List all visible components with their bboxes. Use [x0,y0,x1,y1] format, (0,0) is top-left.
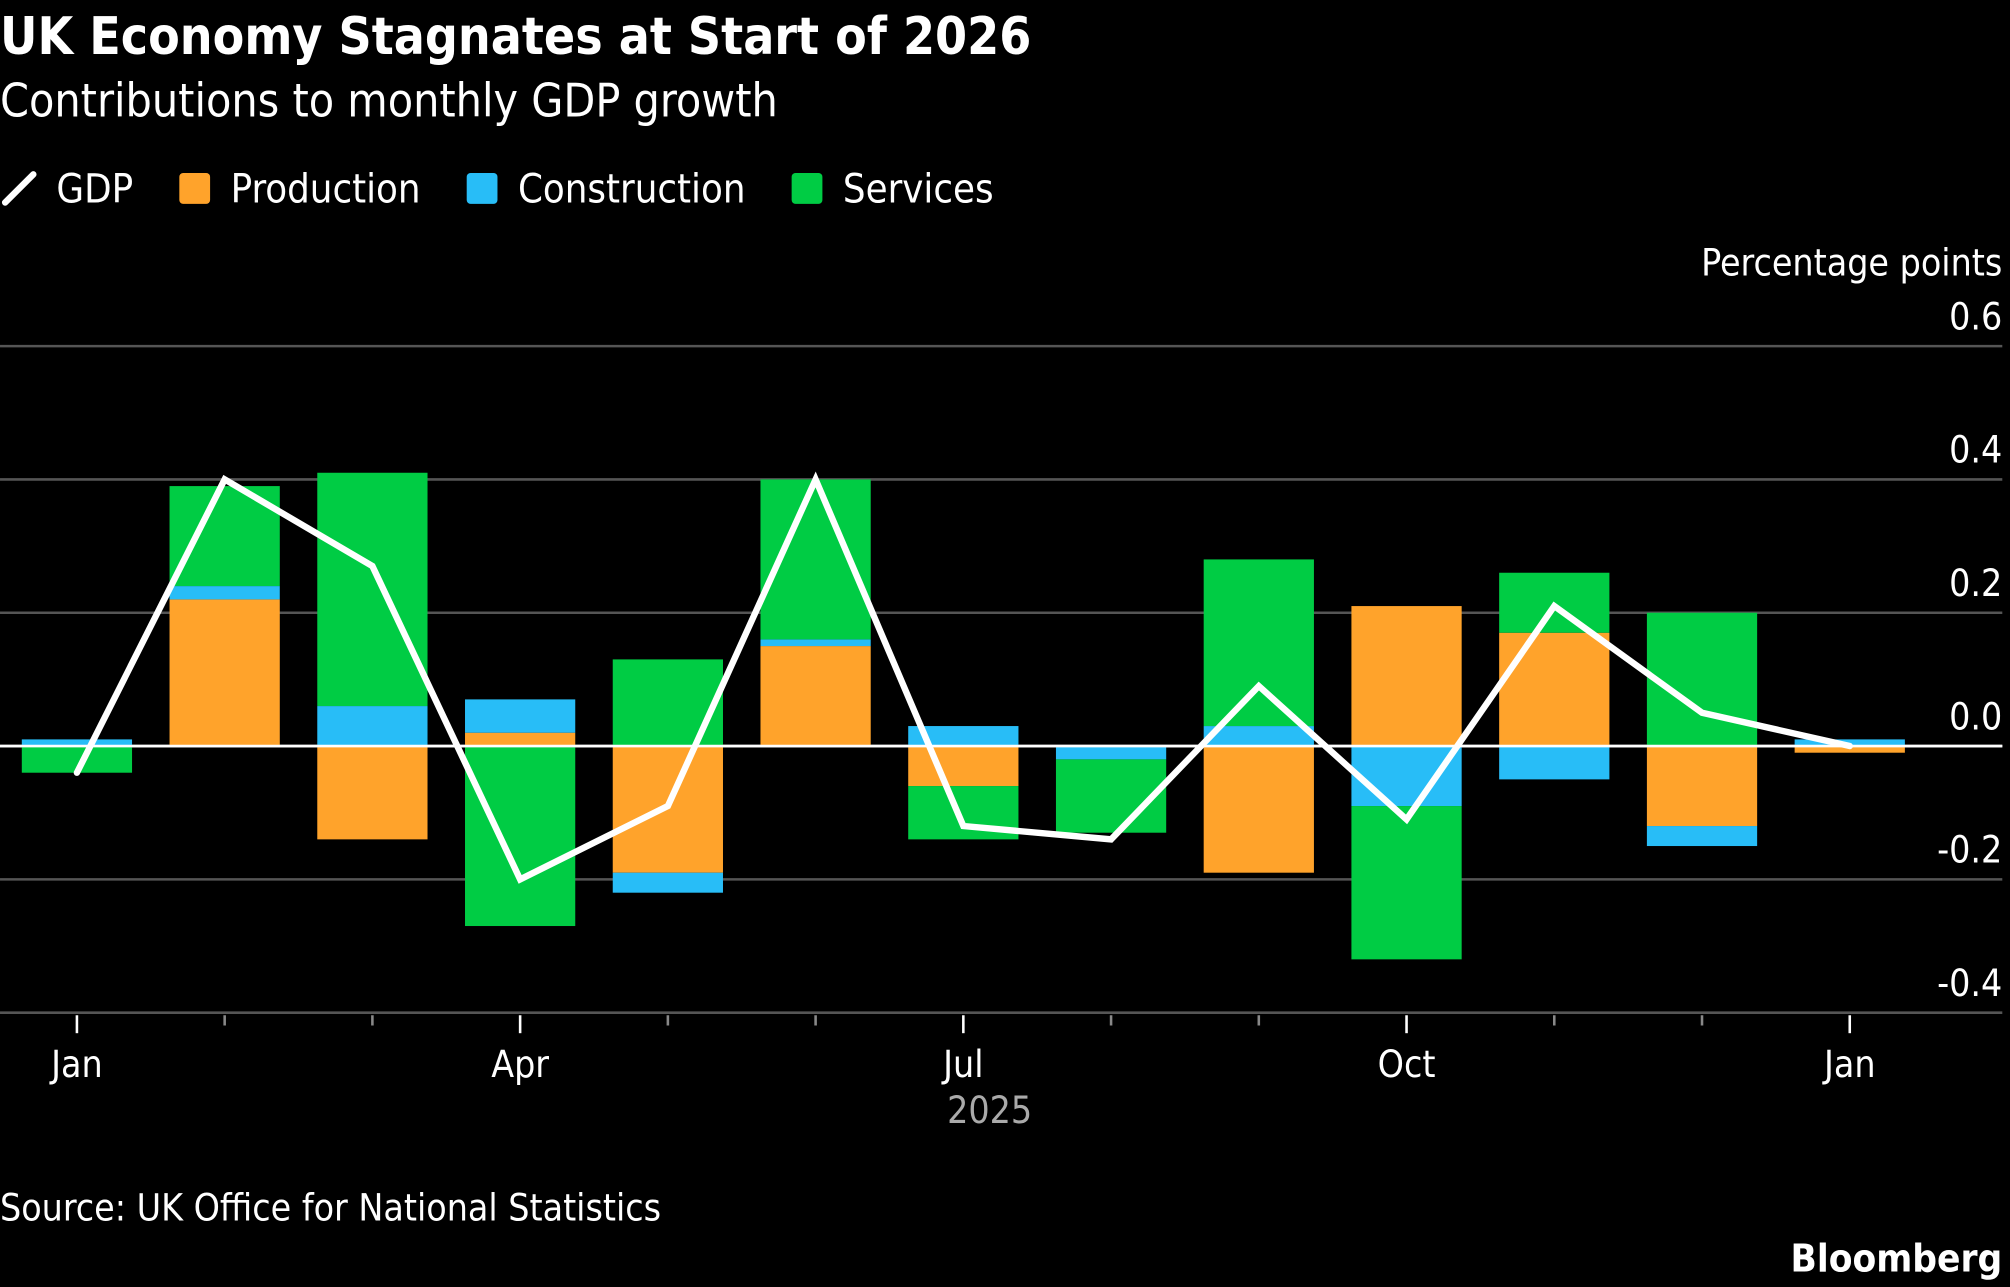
y-axis-label: Percentage points [1701,241,2002,285]
legend: GDP Production Construction Services [1,167,994,213]
gdp-line-layer [73,471,1853,884]
bar-services-2025-03 [317,472,428,707]
legend-swatch-construction [466,173,498,204]
bar-production-2025-07 [908,746,1019,787]
bar-services-2025-12 [1646,612,1758,747]
bar-construction-2025-05 [612,872,723,893]
bar-production-2025-11 [1499,632,1610,747]
x-tick-label: Apr [491,1042,549,1086]
bar-production-2025-10 [1351,606,1462,747]
bars [0,472,2003,960]
bar-production-2025-06 [760,646,871,747]
x-axis-year-label: 2025 [947,1088,1032,1132]
legend-swatch-gdp [1,171,37,206]
x-tick-label: Jan [49,1042,103,1086]
source-note: Source: UK Office for National Statistic… [0,1185,661,1229]
legend-label-gdp: GDP [56,167,133,213]
y-tick-label: 0.0 [1949,694,2002,738]
legend-label-production: Production [231,167,421,213]
legend-swatch-services [791,173,823,204]
bar-construction-2025-07 [908,726,1019,747]
bar-construction-2025-02 [169,586,280,600]
bar-construction-2025-09 [1203,726,1314,747]
y-tick-label: -0.4 [1937,961,2002,1005]
x-axis: Jan Apr Jul Oct Jan [49,1015,1876,1086]
bar-construction-2025-01 [21,739,133,747]
bar-services-2025-08 [1055,759,1167,833]
bar-services-2025-05 [612,659,723,747]
x-tick-label: Jan [1822,1042,1876,1086]
bar-production-2025-09 [1203,746,1314,873]
bar-production-2025-02 [169,599,280,747]
bar-construction-2025-04 [465,699,576,733]
y-tick-label: -0.2 [1937,828,2002,872]
gdp-line [73,471,1853,884]
bar-production-2025-12 [1646,746,1758,827]
bar-construction-2025-12 [1646,826,1758,847]
chart-title: UK Economy Stagnates at Start of 2026 [0,7,1031,67]
bloomberg-logo: Bloomberg [1790,1237,2002,1282]
bar-production-2026-01 [1794,746,1905,753]
y-tick-label: 0.6 [1949,294,2002,338]
bar-construction-2025-10 [1351,746,1462,807]
x-tick-label: Oct [1378,1042,1436,1086]
bar-services-2025-04 [465,746,576,927]
bar-production-2025-03 [317,746,428,840]
y-tick-label: 0.2 [1949,561,2002,605]
chart-subtitle: Contributions to monthly GDP growth [0,74,778,128]
bar-services-2025-09 [1203,559,1314,727]
legend-label-services: Services [843,167,994,213]
bar-construction-2025-08 [1055,746,1167,760]
bar-construction-2025-03 [317,706,428,747]
bar-construction-2026-01 [1794,739,1905,747]
bar-services-2025-10 [1351,806,1462,960]
bar-production-2025-04 [465,732,576,747]
legend-swatch-production [179,173,211,204]
bar-construction-2025-06 [760,639,871,647]
y-tick-label: 0.4 [1949,428,2002,472]
legend-label-construction: Construction [518,167,746,213]
x-tick-label: Jul [941,1042,983,1086]
bar-construction-2025-11 [1499,746,1610,780]
